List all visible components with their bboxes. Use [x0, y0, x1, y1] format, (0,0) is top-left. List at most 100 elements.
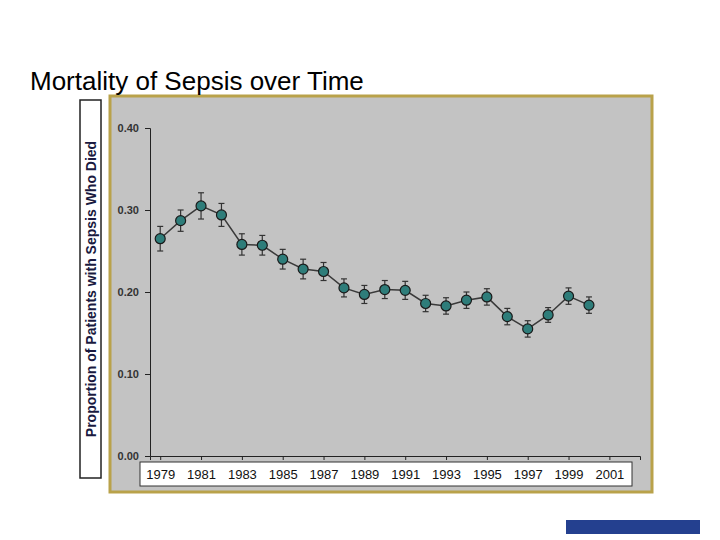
error-bar-cap	[566, 304, 572, 305]
error-bar-cap	[484, 288, 490, 289]
error-bar-cap	[566, 287, 572, 288]
error-bar-cap	[218, 226, 224, 227]
y-tick-label: 0.00	[118, 450, 139, 462]
y-tick: 0.20	[118, 286, 150, 298]
data-point	[278, 254, 288, 264]
y-tick-mark	[145, 374, 150, 375]
x-tick-mark	[242, 456, 243, 460]
y-tick: 0.10	[118, 368, 150, 380]
data-point	[523, 324, 533, 334]
y-tick: 0.40	[118, 122, 150, 134]
x-tick-mark	[609, 456, 610, 460]
series-line	[160, 206, 589, 329]
x-axis: 1979198119831985198719891991199319951997…	[146, 456, 640, 482]
x-tick-mark	[446, 456, 447, 460]
data-point	[461, 295, 471, 305]
x-tick-mark	[201, 456, 202, 460]
x-label-box	[140, 462, 632, 486]
error-bar-cap	[443, 297, 449, 298]
y-tick-mark	[145, 128, 150, 129]
data-point	[298, 264, 308, 274]
data-point	[237, 239, 247, 249]
error-bar-cap	[361, 303, 367, 304]
error-bar-cap	[423, 295, 429, 296]
x-tick-label: 1993	[432, 467, 461, 482]
x-tick-label: 1995	[473, 467, 502, 482]
x-tick-label: 1999	[555, 467, 584, 482]
y-tick-mark	[145, 456, 150, 457]
x-tick-mark	[405, 456, 406, 460]
error-bar-cap	[178, 231, 184, 232]
title: Mortality of Sepsis over Time	[30, 66, 364, 96]
x-tick-label: 1997	[514, 467, 543, 482]
error-bar-cap	[423, 311, 429, 312]
x-tick-mark	[160, 456, 161, 460]
data-point	[155, 234, 165, 244]
x-tick-label: 1985	[269, 467, 298, 482]
data-point	[176, 216, 186, 226]
x-tick: 1991	[391, 456, 420, 482]
x-tick: 1997	[514, 456, 543, 482]
x-tick-mark	[487, 456, 488, 460]
y-axis-title: Proportion of Patients with Sepsis Who D…	[83, 141, 99, 437]
x-tick-label: 1983	[228, 467, 257, 482]
y-tick-label: 0.10	[118, 368, 139, 380]
error-bar-cap	[341, 296, 347, 297]
error-bar-cap	[178, 209, 184, 210]
data-point	[421, 298, 431, 308]
plot-area	[155, 193, 594, 337]
error-bar-cap	[280, 249, 286, 250]
error-bar-cap	[382, 280, 388, 281]
data-point	[584, 300, 594, 310]
y-tick: 0.00	[118, 450, 150, 462]
error-bar-cap	[361, 285, 367, 286]
x-tick-mark	[569, 456, 570, 460]
x-axis-line	[151, 457, 641, 461]
chart-frame	[110, 96, 652, 492]
x-tick: 1995	[473, 456, 502, 482]
x-tick: 1999	[555, 456, 584, 482]
data-point	[482, 292, 492, 302]
x-tick: 1993	[432, 456, 461, 482]
error-bar-cap	[321, 262, 327, 263]
y-tick-label: 0.40	[118, 122, 139, 134]
x-tick: 2001	[595, 456, 624, 482]
error-bar-cap	[198, 218, 204, 219]
data-point	[359, 289, 369, 299]
error-bar-cap	[259, 255, 265, 256]
x-tick-mark	[364, 456, 365, 460]
error-bar-cap	[402, 281, 408, 282]
x-tick-label: 1991	[391, 467, 420, 482]
x-tick-label: 2001	[595, 467, 624, 482]
error-bar-cap	[157, 250, 163, 251]
error-bar-cap	[382, 298, 388, 299]
data-point	[196, 201, 206, 211]
y-tick-label: 0.20	[118, 286, 139, 298]
error-bar-cap	[525, 320, 531, 321]
data-point	[543, 310, 553, 320]
data-point	[216, 210, 226, 220]
x-tick-label: 1981	[187, 467, 216, 482]
error-bar-cap	[586, 296, 592, 297]
x-tick: 1989	[350, 456, 379, 482]
error-bar-cap	[218, 203, 224, 204]
error-bar-cap	[341, 278, 347, 279]
error-bar-cap	[545, 307, 551, 308]
error-bar-cap	[484, 305, 490, 306]
error-bar-cap	[157, 226, 163, 227]
x-tick: 1981	[187, 456, 216, 482]
error-bar-cap	[321, 280, 327, 281]
error-bar-cap	[198, 192, 204, 193]
x-tick-mark	[283, 456, 284, 460]
x-tick-label: 1989	[350, 467, 379, 482]
error-bar-cap	[280, 268, 286, 269]
error-bar-cap	[300, 278, 306, 279]
error-bar-cap	[545, 322, 551, 323]
error-bar-cap	[504, 308, 510, 309]
data-point	[564, 291, 574, 301]
y-tick-label: 0.30	[118, 204, 139, 216]
x-tick-label: 1979	[146, 467, 175, 482]
y-axis-line	[145, 129, 151, 457]
y-tick-mark	[145, 210, 150, 211]
data-point	[319, 267, 329, 277]
